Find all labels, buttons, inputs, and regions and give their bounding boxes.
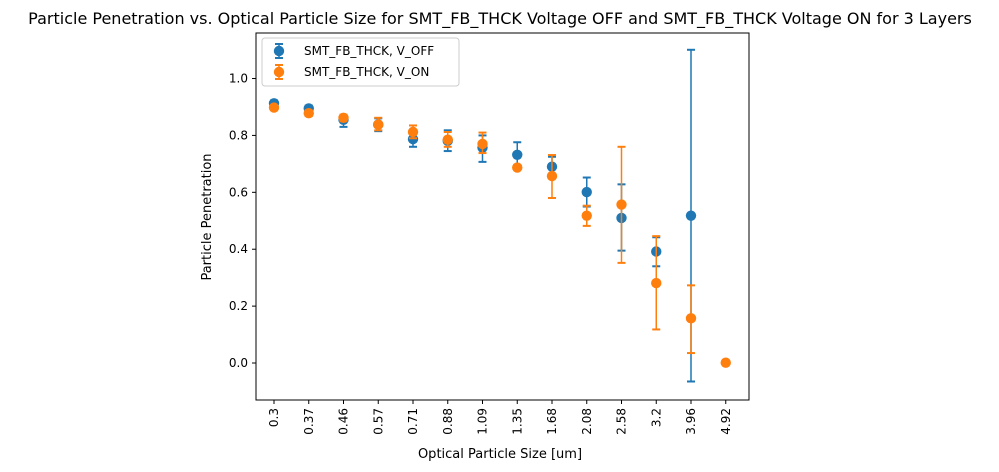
x-tick-label: 1.35	[510, 408, 524, 435]
x-tick-label: 0.71	[406, 408, 420, 435]
y-axis: 0.0 0.2 0.4 0.6 0.8 1.0	[229, 72, 256, 370]
x-tick-label: 0.3	[267, 408, 281, 427]
data-point	[685, 313, 697, 324]
x-tick-label: 1.68	[545, 408, 559, 435]
x-tick-label: 0.88	[441, 408, 455, 435]
data-point	[581, 210, 592, 221]
y-tick-label: 0.0	[229, 356, 248, 370]
x-axis: 0.3 0.37 0.46 0.57 0.71 0.88 1.09 1.35 1.68 2.08 2…	[267, 400, 733, 435]
data-point	[616, 199, 627, 210]
data-point	[373, 119, 384, 130]
data-point	[651, 277, 662, 289]
y-axis-label: Particle Penetration	[200, 153, 215, 280]
legend-marker	[273, 66, 285, 78]
legend-frame	[261, 37, 460, 87]
x-tick-label: 0.37	[302, 408, 316, 435]
data-point	[581, 186, 592, 198]
x-tick-label: 3.96	[684, 408, 698, 435]
x-tick-label: 3.2	[649, 408, 663, 427]
series-1	[268, 102, 731, 368]
x-axis-label: Optical Particle Size [um]	[418, 447, 582, 462]
data-point	[546, 170, 558, 182]
series-0	[268, 48, 697, 383]
series-layer	[268, 48, 731, 383]
x-tick-label: 4.92	[719, 408, 733, 435]
x-tick-label: 0.57	[371, 408, 385, 435]
x-tick-label: 1.09	[476, 408, 490, 435]
data-point	[512, 162, 523, 173]
data-point	[720, 357, 731, 368]
data-point	[338, 112, 349, 123]
legend: SMT_FB_THCK, V_OFF SMT_FB_THCK, V_ON	[261, 37, 460, 87]
y-tick-label: 1.0	[229, 72, 248, 86]
data-point	[477, 138, 488, 150]
x-tick-label: 2.58	[615, 408, 629, 435]
data-point	[442, 134, 453, 145]
y-tick-label: 0.4	[229, 242, 248, 256]
chart-title: Particle Penetration vs. Optical Particl…	[28, 9, 972, 29]
data-point	[268, 102, 280, 113]
plot-area	[255, 32, 750, 401]
x-tick-label: 2.08	[580, 408, 594, 435]
data-point	[512, 149, 523, 160]
y-tick-label: 0.6	[229, 185, 248, 199]
legend-label: SMT_FB_THCK, V_OFF	[304, 44, 434, 58]
x-tick-label: 0.46	[337, 408, 351, 435]
data-point	[407, 126, 419, 138]
legend-marker	[273, 45, 285, 57]
y-tick-label: 0.8	[229, 128, 248, 142]
legend-label: SMT_FB_THCK, V_ON	[304, 65, 429, 79]
data-point	[303, 108, 314, 119]
data-point	[685, 210, 697, 221]
y-tick-label: 0.2	[229, 299, 248, 313]
